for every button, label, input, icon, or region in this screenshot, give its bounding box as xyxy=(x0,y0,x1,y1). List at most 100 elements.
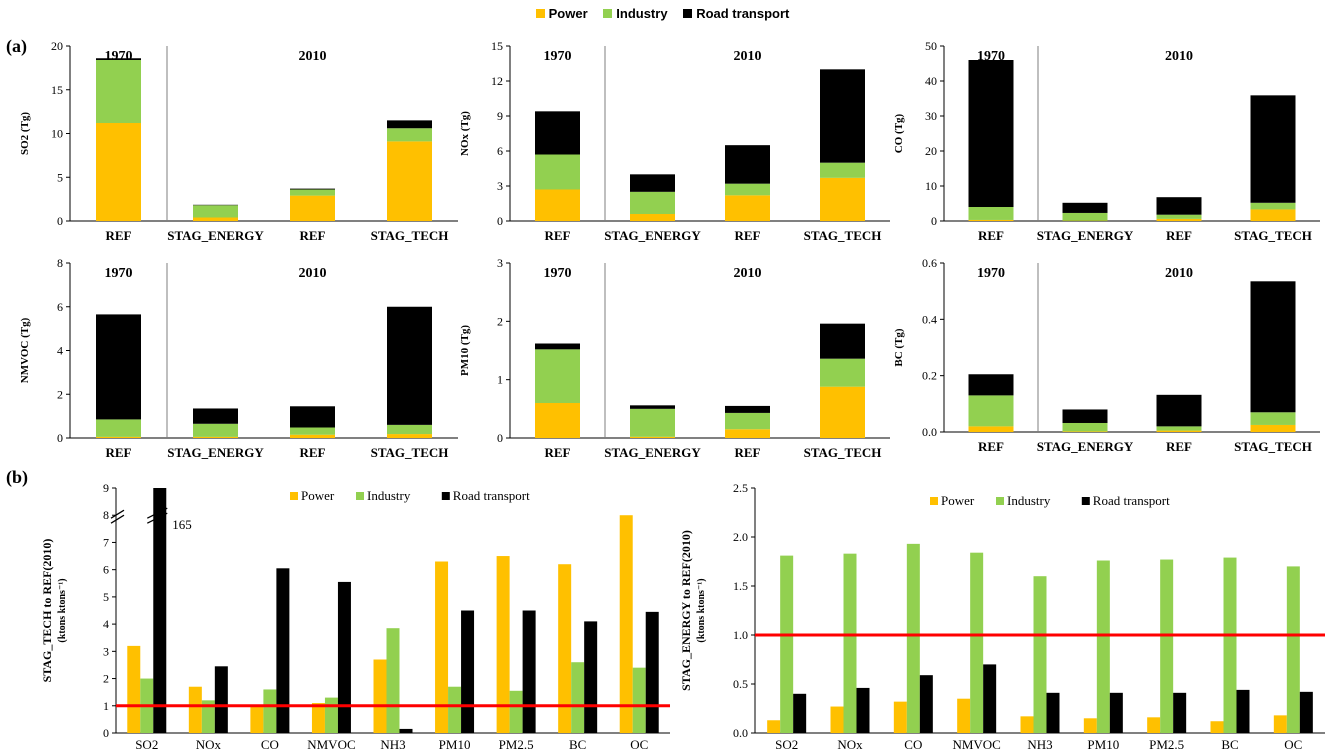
ratio_energy-ytick-label: 0.5 xyxy=(733,677,748,691)
legend-swatch-road xyxy=(683,9,693,18)
ratio_tech-bar-power xyxy=(311,703,325,733)
bc-ytick-label: 0.0 xyxy=(922,425,937,439)
pm10-xtick-label: STAG_ENERGY xyxy=(604,445,701,460)
nmvoc-xtick-label: REF xyxy=(106,445,132,460)
bc-bar-road xyxy=(1156,394,1202,427)
ratio_tech-xtick-label: CO xyxy=(261,737,279,752)
ratio_tech-bar-road xyxy=(461,610,475,733)
bc-period-label-2010: 2010 xyxy=(1165,266,1193,281)
ratio_energy-legend-label-industry: Industry xyxy=(1007,493,1051,508)
so2-bar-power xyxy=(290,195,335,221)
nmvoc-bar-power xyxy=(193,436,238,438)
nox-bar-power xyxy=(820,177,865,221)
bc-bar-power xyxy=(1062,431,1108,432)
pm10-period-label-2010: 2010 xyxy=(734,266,762,281)
pm10-bar-power xyxy=(630,436,675,438)
pm10-xtick-label: REF xyxy=(735,445,761,460)
ratio_tech-ytick-label: 3 xyxy=(103,644,109,658)
ratio_energy-xtick-label: CO xyxy=(904,737,922,752)
co-xtick-label: STAG_ENERGY xyxy=(1037,228,1134,243)
co-bar-road xyxy=(968,60,1014,207)
bc-ytick-label: 0.4 xyxy=(922,312,937,326)
pm10-ylabel: PM10 (Tg) xyxy=(459,325,471,376)
ratio_tech-xtick-label: OC xyxy=(630,737,648,752)
pm10-bar-industry xyxy=(725,412,770,430)
so2-ytick-label: 15 xyxy=(51,83,63,97)
ratio_tech-axis-break-mark xyxy=(110,509,125,519)
ratio_tech-bar-road xyxy=(584,621,598,733)
ratio_tech-xtick-label: NOx xyxy=(196,737,222,752)
bc-ytick-label: 0.6 xyxy=(922,256,937,270)
nox-bar-road xyxy=(820,69,865,163)
nmvoc-ytick-label: 2 xyxy=(57,387,63,401)
ratio_tech-bar-road xyxy=(645,611,659,733)
so2-bar-road xyxy=(96,58,141,60)
bc-bar-industry xyxy=(968,395,1014,427)
co-ytick-label: 0 xyxy=(931,214,937,228)
co-bar-industry xyxy=(1062,212,1108,221)
bc-bar-road xyxy=(1250,281,1296,413)
bc-bar-power xyxy=(1156,430,1202,432)
nox-xtick-label: REF xyxy=(735,228,761,243)
legend-label-power: Power xyxy=(548,6,588,21)
ratio_tech-xtick-label: NMVOC xyxy=(307,737,355,752)
so2-xtick-label: STAG_ENERGY xyxy=(167,228,264,243)
nox-bar-industry xyxy=(630,191,675,214)
nmvoc-bar-road xyxy=(96,314,141,420)
ratio_tech-bar-break-mark xyxy=(146,512,168,524)
ratio_energy-bar-road xyxy=(793,693,807,733)
so2-bar-industry xyxy=(96,60,141,123)
so2-bar-road xyxy=(387,120,432,129)
bc-period-label-1970: 1970 xyxy=(977,266,1005,281)
nmvoc-period-label-1970: 1970 xyxy=(105,266,133,281)
co-bar-industry xyxy=(968,207,1014,220)
ratio_tech-xtick-label: BC xyxy=(569,737,586,752)
nox-xtick-label: STAG_TECH xyxy=(804,228,882,243)
ratio_tech-xtick-label: PM2.5 xyxy=(499,737,534,752)
pm10-bar-power xyxy=(820,386,865,438)
pm10-ytick-label: 2 xyxy=(497,314,503,328)
ratio_tech-ytick-label: 7 xyxy=(103,535,109,549)
ratio_tech-bar-road xyxy=(153,488,167,733)
so2-xtick-label: REF xyxy=(300,228,326,243)
so2-ytick-label: 5 xyxy=(57,170,63,184)
bc-bar-road xyxy=(1062,409,1108,423)
co-bar-industry xyxy=(1250,202,1296,210)
ratio_tech-ytick-label: 6 xyxy=(103,563,109,577)
ratio_energy-bar-industry xyxy=(970,552,984,733)
so2-ylabel: SO2 (Tg) xyxy=(19,112,31,155)
nox-ytick-label: 15 xyxy=(491,39,503,53)
nmvoc-bar-power xyxy=(387,434,432,438)
ratio_energy-legend-label-power: Power xyxy=(941,493,975,508)
ratio_energy-bar-industry xyxy=(843,553,857,733)
ratio_tech-ytick-label: 0 xyxy=(103,726,109,740)
ratio_tech-ytick-label: 9 xyxy=(103,481,109,495)
pm10-bar-road xyxy=(820,323,865,359)
nox-ylabel: NOx (Tg) xyxy=(459,111,471,156)
so2-xtick-label: REF xyxy=(106,228,132,243)
ratio_energy-xtick-label: PM10 xyxy=(1087,737,1119,752)
bc-bar-power xyxy=(968,426,1014,432)
so2-bar-road xyxy=(290,188,335,190)
ratio_energy-bar-power xyxy=(957,698,971,733)
nox-bar-power xyxy=(725,195,770,221)
ratio_tech-break-label: 165 xyxy=(172,517,192,532)
nox-bar-road xyxy=(535,111,580,155)
co-xtick-label: STAG_TECH xyxy=(1234,228,1312,243)
bc-xtick-label: STAG_ENERGY xyxy=(1037,439,1134,454)
ratio_tech-bar-power xyxy=(188,686,202,733)
ratio_energy-bar-road xyxy=(1046,692,1060,733)
bc-bar-road xyxy=(968,374,1014,396)
nox-xtick-label: REF xyxy=(545,228,571,243)
co-ylabel: CO (Tg) xyxy=(893,113,905,153)
ratio_energy-bar-industry xyxy=(1286,566,1300,733)
legend-item-industry: Industry xyxy=(603,6,668,21)
so2-bar-power xyxy=(387,141,432,221)
ratio_tech-bar-road xyxy=(276,568,290,733)
ratio_tech-legend-swatch-industry xyxy=(356,492,364,500)
ratio_energy-bar-industry xyxy=(1160,559,1174,733)
ratio_energy-bar-power xyxy=(767,720,781,733)
ratio_tech-legend-label-road: Road transport xyxy=(453,488,530,503)
nmvoc-ytick-label: 0 xyxy=(57,431,63,445)
nox-bar-power xyxy=(535,189,580,221)
